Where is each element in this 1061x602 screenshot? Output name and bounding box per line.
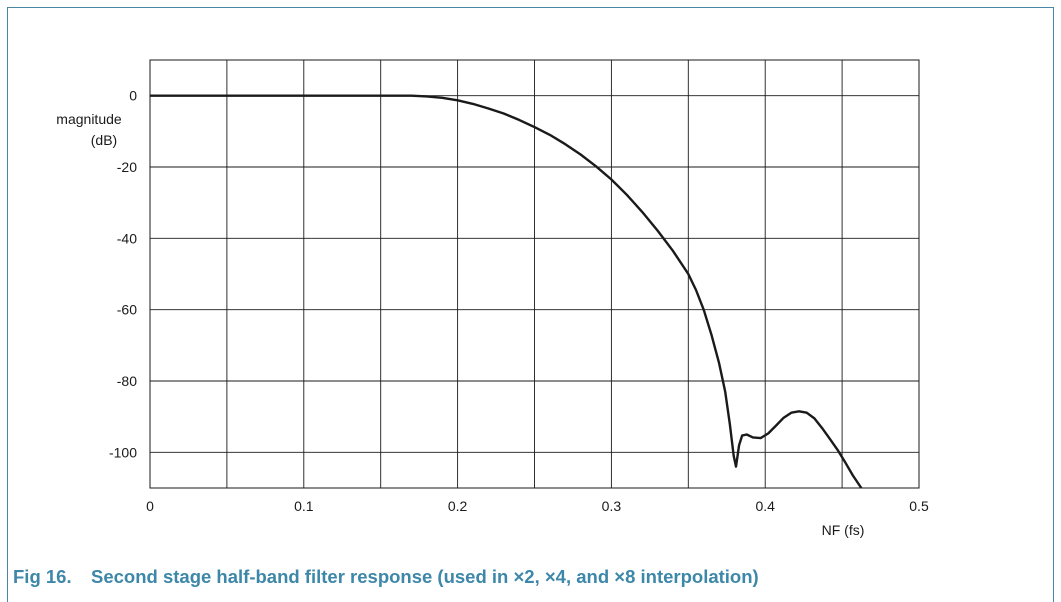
grid (149, 59, 920, 489)
x-tick-labels: 0 0.1 0.2 0.3 0.4 0.5 (146, 498, 929, 514)
y-tick-label: -80 (117, 373, 137, 389)
figure-caption-text: Second stage half-band filter response (… (91, 566, 759, 587)
y-tick-label: -60 (117, 302, 137, 318)
x-axis-label: NF (fs) (822, 522, 865, 538)
y-tick-labels: 0 -20 -40 -60 -80 -100 (109, 88, 137, 461)
x-tick-label: 0 (146, 498, 154, 514)
x-tick-label: 0.5 (909, 498, 929, 514)
x-tick-label: 0.1 (294, 498, 314, 514)
y-tick-label: -100 (109, 444, 137, 460)
x-tick-label: 0.4 (755, 498, 775, 514)
y-axis-label-line2: (dB) (91, 132, 117, 148)
figure-caption: Fig 16. Second stage half-band filter res… (13, 566, 759, 588)
y-tick-label: -40 (117, 230, 137, 246)
filter-response-chart: 0 0.1 0.2 0.3 0.4 0.5 0 -20 -40 -60 -80 -100 magni… (56, 59, 929, 538)
x-tick-label: 0.2 (448, 498, 468, 514)
x-tick-label: 0.3 (602, 498, 622, 514)
y-axis-label-line1: magnitude (56, 111, 122, 127)
y-tick-label: 0 (129, 88, 137, 104)
response-curve (150, 94, 863, 489)
figure-number: Fig 16. (13, 566, 72, 587)
figure-frame (7, 7, 1054, 602)
y-tick-label: -20 (117, 159, 137, 175)
